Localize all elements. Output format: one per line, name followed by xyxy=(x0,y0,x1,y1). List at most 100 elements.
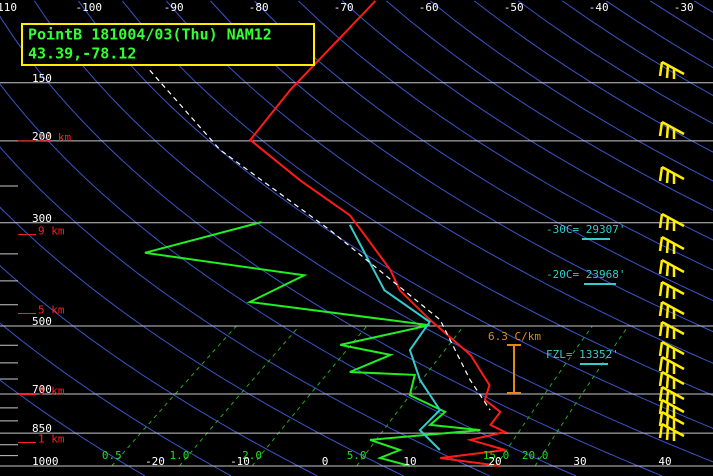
barb-stroke xyxy=(658,399,664,415)
label-layer: 0.5 1.0 2.0 5.0 15.0 20.015020030050070085010… xyxy=(0,1,694,468)
barb-stroke xyxy=(665,426,670,441)
wind-barb xyxy=(658,355,685,374)
barb-stroke xyxy=(658,371,664,387)
dry-adiabat xyxy=(210,0,713,333)
barb-stroke xyxy=(665,359,670,374)
barb-stroke xyxy=(665,124,670,139)
height-label: 3 km xyxy=(38,385,65,398)
bottom-temperature-label: 30 xyxy=(573,455,586,468)
top-temperature-label: -90 xyxy=(164,1,184,14)
top-temperature-label: -100 xyxy=(75,1,102,14)
annotation: FZL= 13352' xyxy=(546,348,619,361)
wind-barb xyxy=(658,165,685,184)
annotation: -20C= 23968' xyxy=(546,268,625,281)
profile-layer xyxy=(144,0,508,467)
dry-adiabat xyxy=(518,0,713,125)
dry-adiabat xyxy=(0,83,577,476)
pressure-label: 700 xyxy=(32,383,52,396)
pressure-label: 500 xyxy=(32,315,52,328)
mixing-ratio-label: 15.0 xyxy=(483,449,510,462)
top-temperature-label: -70 xyxy=(334,1,354,14)
barb-stroke xyxy=(658,121,664,137)
top-temperature-label: -30 xyxy=(674,1,694,14)
header-title: PointB 181004/03(Thu) NAM12 xyxy=(28,26,272,44)
top-temperature-label: -60 xyxy=(419,1,439,14)
bottom-temperature-label: 20 xyxy=(488,455,501,468)
barb-stroke xyxy=(665,262,670,277)
mixing-ratio-label: 5.0 xyxy=(347,449,367,462)
mixing-ratio-label: 1.0 xyxy=(169,449,189,462)
mixing-ratio-line xyxy=(495,325,593,467)
profile-line xyxy=(348,224,442,451)
barb-stroke xyxy=(665,169,670,184)
wind-barb xyxy=(658,320,685,339)
wind-barb xyxy=(658,370,685,389)
barb-stroke xyxy=(658,321,664,337)
bottom-temperature-label: 10 xyxy=(403,455,416,468)
barb-stroke xyxy=(658,166,664,182)
barb-stroke xyxy=(658,281,664,297)
barb-stroke xyxy=(658,213,664,229)
barb-stroke xyxy=(665,284,670,299)
header-box xyxy=(21,23,315,66)
mixing-ratio-label: 2.0 xyxy=(242,449,262,462)
barb-stroke xyxy=(665,64,670,79)
profile-line xyxy=(248,0,508,467)
top-temperature-label: -110 xyxy=(0,1,17,14)
height-label: 1 km xyxy=(38,432,65,445)
height-label: 5 km xyxy=(38,303,65,316)
mixing-ratio-line xyxy=(534,325,629,467)
bottom-temperature-label: 40 xyxy=(658,455,671,468)
lapse-rate-bar xyxy=(507,344,521,394)
dry-adiabat xyxy=(0,15,663,476)
wind-barb xyxy=(658,422,685,441)
wind-barb xyxy=(658,235,685,254)
barb-stroke xyxy=(665,374,670,389)
barb-stroke xyxy=(658,356,664,372)
bottom-temperature-label: -10 xyxy=(230,455,250,468)
wind-barb xyxy=(658,212,685,231)
barb-stroke xyxy=(665,216,670,231)
profile-line xyxy=(144,221,481,467)
dry-adiabat xyxy=(386,0,713,211)
barb-stroke xyxy=(665,324,670,339)
wind-barb xyxy=(658,258,685,277)
barb-stroke xyxy=(665,304,670,319)
wind-barb xyxy=(658,60,685,79)
top-temperature-label: -80 xyxy=(249,1,269,14)
barb-stroke xyxy=(658,259,664,275)
wind-barb xyxy=(658,300,685,319)
pressure-label: 1000 xyxy=(32,455,59,468)
pressure-label: 200 xyxy=(32,130,52,143)
wind-barb xyxy=(658,340,685,359)
barb-stroke xyxy=(665,389,670,404)
top-temperature-label: -50 xyxy=(504,1,524,14)
barb-stroke xyxy=(658,61,664,77)
wind-barb xyxy=(658,280,685,299)
mixing-ratio-label: 20.0 xyxy=(522,449,549,462)
dry-adiabat xyxy=(77,0,713,429)
wind-barb xyxy=(658,120,685,139)
pressure-label: 150 xyxy=(32,72,52,85)
height-label: 12 km xyxy=(38,131,71,144)
barb-stroke xyxy=(658,386,664,402)
top-temperature-label: -40 xyxy=(589,1,609,14)
mixing-ratio-line xyxy=(356,325,465,467)
wind-barbs xyxy=(658,60,685,441)
bottom-temperature-label: -20 xyxy=(145,455,165,468)
barb-stroke xyxy=(658,301,664,317)
pressure-label: 850 xyxy=(32,422,52,435)
barb-stroke xyxy=(658,423,664,439)
dry-adiabat xyxy=(166,0,713,364)
dry-adiabat xyxy=(254,0,713,302)
dry-adiabat xyxy=(0,206,404,476)
mixing-ratio-label: 0.5 xyxy=(102,449,122,462)
dry-adiabat xyxy=(0,379,146,476)
barb-stroke xyxy=(658,411,664,427)
barb-stroke xyxy=(658,236,664,252)
dry-adiabat xyxy=(298,0,713,271)
dry-adiabat xyxy=(33,0,713,463)
